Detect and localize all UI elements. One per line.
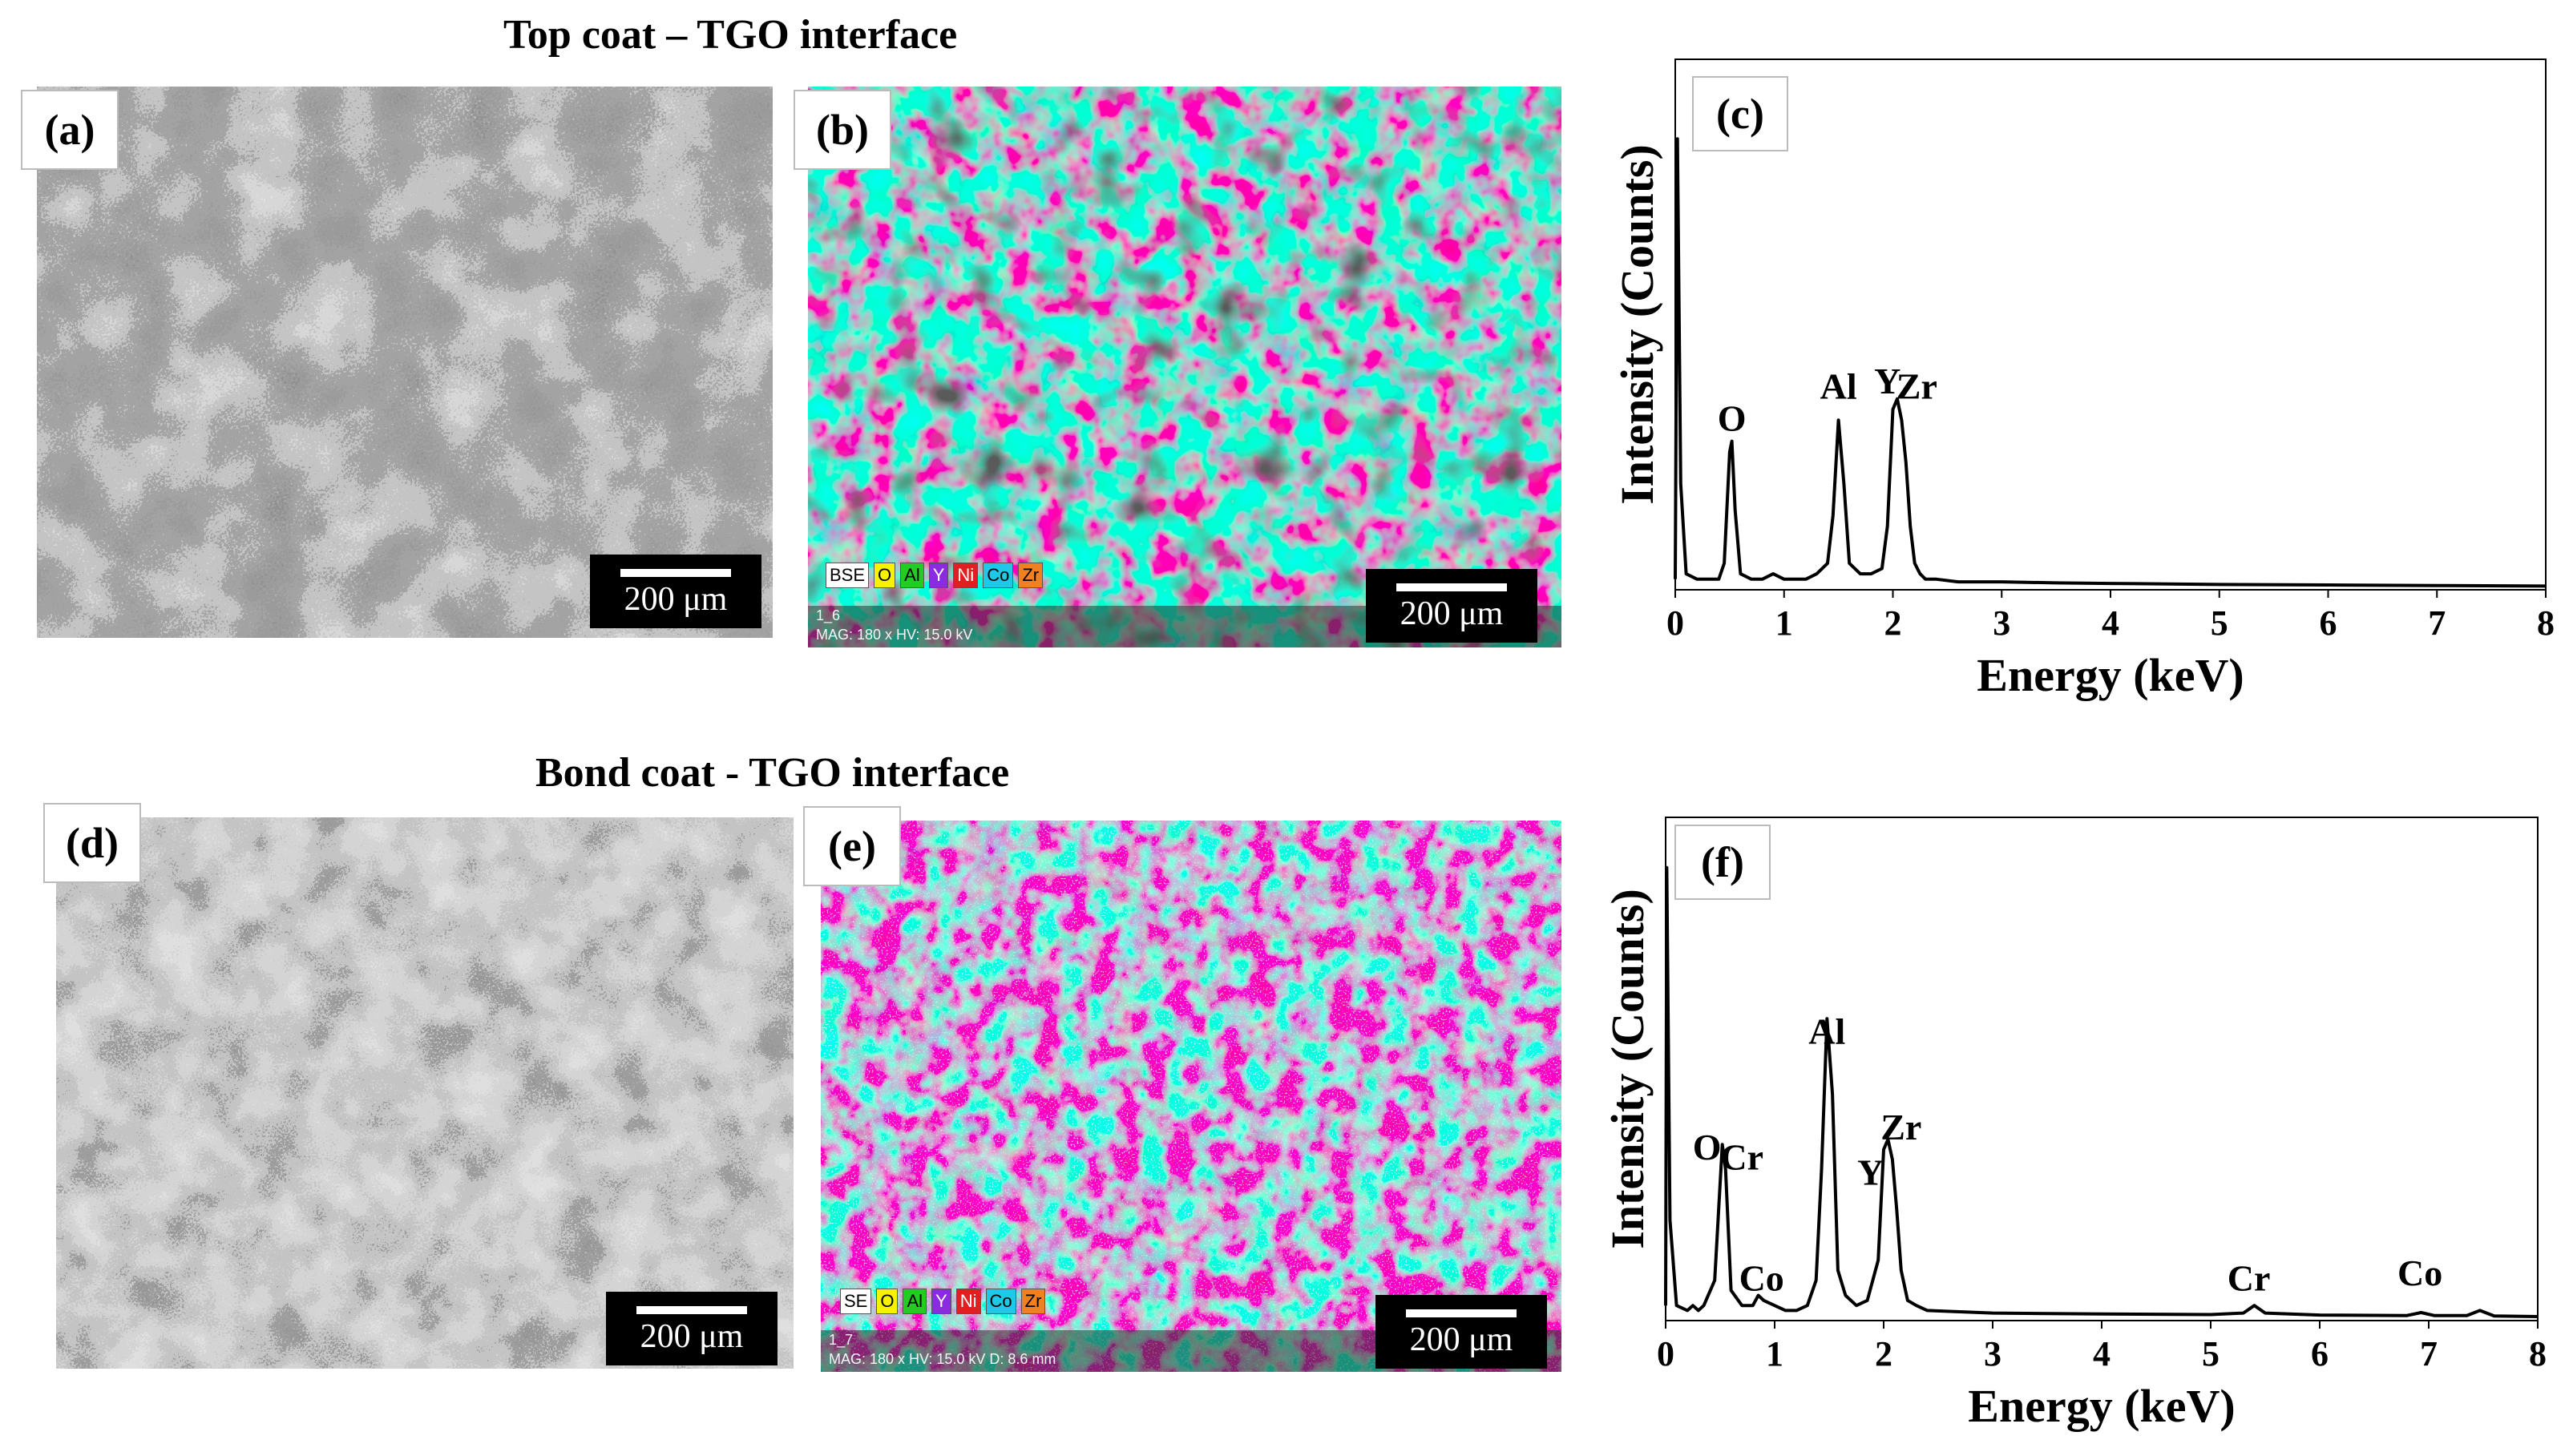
peak-label-al: Al [1820,366,1857,407]
spectrum-line [1674,137,2547,588]
x-tick-label: 0 [1657,1334,1674,1373]
eds-map-e [821,821,1561,1372]
x-tick-label: 0 [1666,603,1684,643]
x-axis-label: Energy (keV) [1968,1380,2235,1432]
x-tick-label: 1 [1766,1334,1783,1373]
panel-label: (c) [1716,90,1764,138]
legend-item-ni: Ni [955,1289,981,1314]
panel-label-d: (d) [43,803,141,883]
scale-bar-d: 200 μm [606,1292,778,1365]
x-tick-label: 2 [1884,603,1902,643]
legend-item-o: O [876,1289,899,1314]
panel-label-a: (a) [21,90,119,170]
legend-item-o: O [874,563,896,588]
scale-bar-line [1406,1309,1517,1317]
eds-map-b [808,87,1561,647]
peak-label-cr: Cr [2228,1257,2271,1298]
peak-label-zr: Zr [1880,1107,1921,1147]
peak-label-al: Al [1808,1011,1845,1052]
legend-item-co: Co [985,1289,1016,1314]
scale-bar-text: 200 μm [624,581,728,618]
scale-bar-b: 200 μm [1366,569,1537,643]
panel-label-e: (e) [803,806,901,886]
y-axis-label: Intensity (Counts) [1602,889,1654,1249]
scale-bar-line [636,1306,747,1314]
scale-bar-line [620,569,731,577]
legend-item-bse: BSE [826,563,870,588]
legend-item-y: Y [928,563,949,588]
element-legend-e: SE O Al Y Ni Co Zr [840,1289,1046,1314]
spectrum-line [1664,865,2539,1318]
x-tick-label: 6 [2320,603,2337,643]
peak-label-y: Y [1874,361,1900,401]
x-axis-label: Energy (keV) [1977,649,2244,701]
panel-label: (f) [1701,838,1744,886]
peak-label-o: O [1693,1127,1722,1168]
peak-label-co: Co [2397,1252,2442,1293]
sem-image-a [37,87,773,638]
x-tick-label: 8 [2529,1334,2547,1373]
eds-spectrum-c: 0 1 2 3 4 5 6 7 8 Energy (keV) Intensity (Counts) O… [1587,48,2573,741]
x-tick-label: 7 [2420,1334,2438,1373]
x-tick-label: 5 [2202,1334,2220,1373]
legend-item-ni: Ni [953,563,979,588]
x-tick-label: 3 [1993,603,2010,643]
legend-item-al: Al [903,1289,927,1314]
x-tick-label: 3 [1984,1334,2001,1373]
scale-bar-text: 200 μm [1400,595,1504,632]
y-axis-label: Intensity (Counts) [1611,144,1663,505]
info-line-2: MAG: 180 x HV: 15.0 kV [816,627,973,643]
element-legend-b: BSE O Al Y Ni Co Zr [826,563,1044,588]
peak-label-y: Y [1857,1151,1884,1192]
panel-label-box [1674,825,1771,900]
x-tick-label: 4 [2102,603,2119,643]
info-line-1: 1_7 [829,1332,854,1348]
plot-frame [1674,58,2547,591]
x-tick-label: 7 [2428,603,2446,643]
legend-item-co: Co [983,563,1014,588]
scale-bar-line [1396,583,1507,591]
top-section-title: Top coat – TGO interface [503,12,958,58]
peak-label-zr: Zr [1896,366,1937,407]
info-line-1: 1_6 [816,607,841,623]
legend-item-al: Al [900,563,924,588]
x-tick-label: 5 [2211,603,2228,643]
sem-image-d [56,817,794,1369]
legend-item-se: SE [840,1289,872,1314]
legend-item-zr: Zr [1018,563,1044,588]
scale-bar-e: 200 μm [1375,1295,1547,1369]
scale-bar-a: 200 μm [590,555,761,628]
x-tick-label: 8 [2537,603,2555,643]
peak-label-cr: Cr [1720,1137,1763,1178]
legend-item-y: Y [931,1289,951,1314]
panel-label-b: (b) [794,90,891,170]
x-tick-label: 2 [1875,1334,1892,1373]
legend-item-zr: Zr [1020,1289,1046,1314]
eds-spectrum-f: 0 1 2 3 4 5 6 7 8 Energy (keV) Intensity (Counts) O… [1587,801,2573,1456]
scale-bar-text: 200 μm [1409,1321,1513,1358]
scale-bar-text: 200 μm [640,1318,744,1355]
x-tick-label: 1 [1775,603,1793,643]
peak-label-o: O [1718,397,1747,438]
x-tick-label: 4 [2093,1334,2111,1373]
info-line-2: MAG: 180 x HV: 15.0 kV D: 8.6 mm [829,1351,1056,1367]
x-tick-label: 6 [2311,1334,2329,1373]
panel-label-box [1692,76,1788,151]
peak-label-co: Co [1739,1257,1784,1298]
bottom-section-title: Bond coat - TGO interface [535,750,1010,796]
plot-frame [1665,817,2539,1321]
